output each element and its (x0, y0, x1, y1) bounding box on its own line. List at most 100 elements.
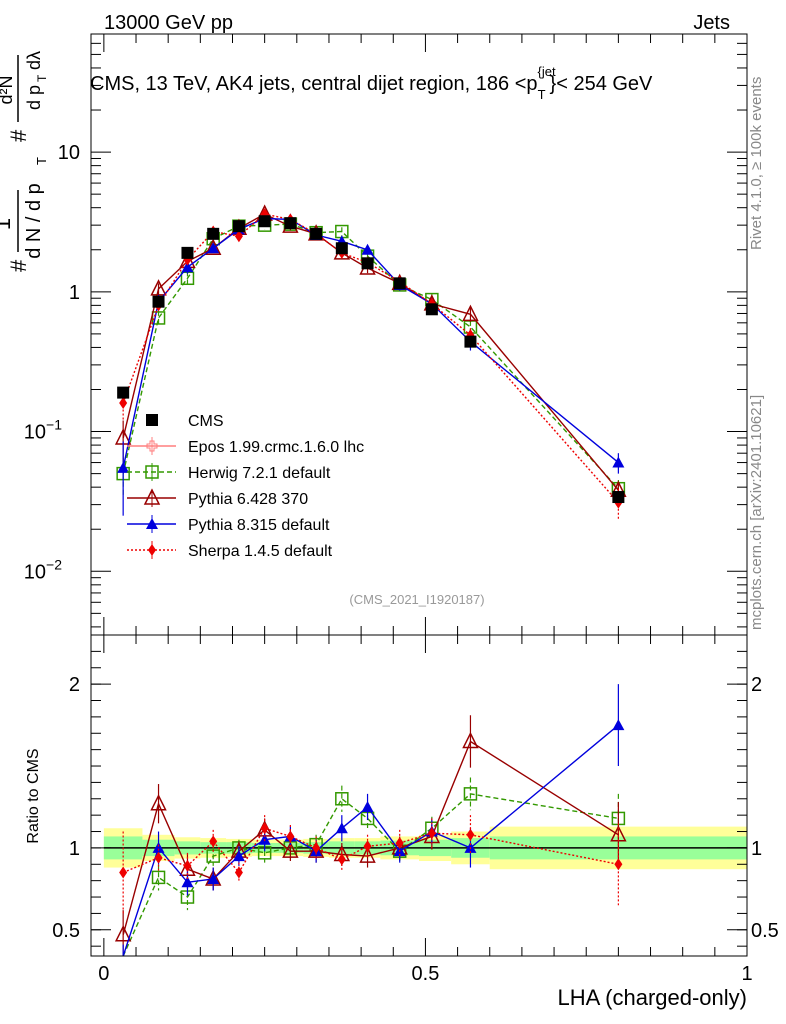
main-point-cms (335, 242, 348, 255)
main-point-cms (425, 303, 438, 316)
main-point-pythia6 (204, 238, 222, 256)
main-ytick-label: 10−2 (24, 556, 62, 583)
ratio-axes: 2 2 1 1 0.5 0.5 0 0.5 1 (52, 635, 779, 985)
main-point-cms (310, 227, 323, 240)
ratio-point-sherpa (183, 859, 192, 872)
legend-item-sherpa: Sherpa 1.4.5 default (127, 541, 333, 560)
legend-label: Herwig 7.2.1 default (188, 465, 331, 482)
ratio-point-sherpa (427, 827, 436, 840)
legend-item-cms: CMS (146, 413, 224, 430)
main-series-cms (117, 215, 625, 504)
ratio-line-sherpa (122, 827, 619, 874)
main-ylabel: # 1 d N / d p T # d²N d p T dλ (0, 51, 49, 272)
ratio-point-sherpa (119, 866, 128, 879)
analysis-watermark: (CMS_2021_I1920187) (349, 592, 484, 607)
main-point-cms (393, 277, 406, 290)
ratio-point-sherpa (260, 822, 269, 835)
legend-item-pythia6: Pythia 6.428 370 (127, 488, 308, 508)
ratio-point-pythia6 (114, 925, 132, 942)
ratio-point-herwig (463, 787, 478, 801)
ratio-point-sherpa (337, 853, 346, 866)
header-left: 13000 GeV pp (104, 12, 233, 34)
ratio-series-sherpa (119, 815, 623, 914)
main-ytick-label: 10 (58, 142, 80, 164)
main-data (114, 204, 627, 521)
main-point-cms (284, 217, 297, 230)
main-axes: 10 1 10−1 10−2 (24, 33, 748, 635)
legend-item-herwig: Herwig 7.2.1 default (127, 463, 331, 482)
ratio-point-pythia6 (462, 731, 479, 749)
ratio-point-pythia6 (359, 846, 376, 863)
ratio-point-sherpa (154, 851, 163, 864)
ratio-point-pythia8 (152, 841, 165, 853)
main-point-pythia8 (117, 461, 130, 473)
legend-marker-pythia6 (143, 488, 161, 505)
ratio-frame (90, 634, 748, 957)
ratio-ytick-label-right: 0.5 (751, 920, 779, 942)
svg-text:dλ: dλ (24, 51, 44, 70)
xtick-label: 0 (98, 963, 109, 985)
svg-text:d N / d p: d N / d p (23, 183, 45, 259)
header-right: Jets (693, 12, 730, 34)
legend-item-epos: Epos 1.99.crmc.1.6.0 lhc (127, 437, 364, 456)
main-point-cms (361, 257, 374, 270)
ratio-point-herwig (335, 792, 349, 806)
ratio-point-sherpa (614, 858, 623, 871)
main-point-cms (232, 220, 245, 233)
xtick-label: 0.5 (412, 963, 440, 985)
main-point-pythia6 (150, 279, 167, 296)
ratio-ytick-label-right: 1 (751, 838, 762, 860)
main-point-sherpa (119, 397, 128, 410)
ratio-point-sherpa (395, 836, 404, 849)
main-point-pythia8 (181, 261, 194, 273)
main-point-cms (181, 246, 194, 259)
rivet-label: Rivet 4.1.0, ≥ 100k events (748, 77, 765, 250)
svg-text:#: # (6, 129, 31, 142)
main-point-cms (117, 386, 130, 399)
legend-label: Epos 1.99.crmc.1.6.0 lhc (188, 439, 364, 456)
main-point-herwig (151, 311, 166, 325)
legend-marker-cms (146, 414, 158, 426)
ratio-point-pythia6 (282, 841, 299, 858)
ratio-point-pythia8 (361, 800, 374, 812)
main-point-herwig (180, 271, 195, 286)
ratio-point-herwig (151, 870, 166, 885)
svg-text:T: T (35, 74, 49, 82)
main-point-pythia8 (612, 456, 625, 468)
main-point-cms (464, 335, 477, 348)
ratio-point-pythia8 (207, 873, 220, 885)
ratio-point-sherpa (234, 866, 243, 879)
ratio-point-sherpa (363, 840, 372, 853)
main-point-cms (258, 215, 271, 228)
main-point-sherpa (234, 230, 243, 243)
ratio-point-pythia8 (612, 719, 625, 731)
ratio-ytick-label: 1 (69, 838, 80, 860)
ratio-point-pythia6 (150, 794, 167, 811)
svg-text:d²N: d²N (0, 75, 16, 104)
legend: CMS Epos 1.99.crmc.1.6.0 lhc Herwig 7.2.1 … (127, 413, 364, 560)
ratio-point-pythia8 (335, 822, 348, 834)
ratio-point-pythia8 (181, 876, 194, 888)
legend-label: CMS (188, 413, 224, 430)
ratio-point-sherpa (209, 835, 218, 848)
main-point-cms (207, 227, 220, 240)
chart-title: CMS, 13 TeV, AK4 jets, central dijet reg… (90, 64, 653, 102)
legend-label: Pythia 6.428 370 (188, 491, 308, 508)
svg-text:1: 1 (0, 218, 15, 230)
main-ytick-label: 10−1 (24, 417, 62, 444)
legend-label: Pythia 8.315 default (188, 517, 330, 534)
svg-text:d p: d p (24, 85, 44, 110)
legend-marker-epos (146, 440, 158, 452)
legend-marker-herwig (145, 465, 159, 479)
ratio-point-sherpa (286, 830, 295, 843)
ratio-point-herwig (206, 849, 220, 863)
ratio-ytick-label-right: 2 (751, 674, 762, 696)
ratio-line-herwig (122, 793, 619, 957)
main-point-pythia6 (462, 304, 479, 322)
ratio-ytick-label: 2 (69, 674, 80, 696)
main-point-cms (612, 491, 625, 504)
ratio-point-sherpa (466, 828, 475, 841)
ratio-point-sherpa (312, 841, 321, 854)
ratio-ylabel: Ratio to CMS (25, 748, 42, 843)
